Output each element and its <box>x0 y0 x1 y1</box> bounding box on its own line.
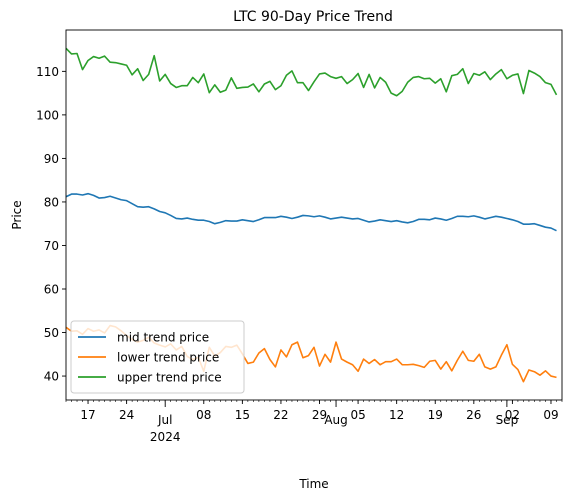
chart-title: LTC 90-Day Price Trend <box>233 9 393 25</box>
y-tick-label: 80 <box>44 195 59 209</box>
x-axis-label: Time <box>298 477 328 491</box>
x-tick-label: 02 <box>505 408 520 422</box>
series-line-0 <box>65 192 557 232</box>
x-tick-label: 19 <box>428 408 443 422</box>
y-tick-label: 70 <box>44 239 59 253</box>
plot-frame <box>65 29 563 401</box>
x-tick-label: 12 <box>389 408 404 422</box>
y-axis-label: Price <box>10 200 24 229</box>
x-tick-label: 15 <box>235 408 250 422</box>
y-tick-label: 100 <box>36 108 59 122</box>
x-tick-label: 17 <box>80 408 95 422</box>
legend-label-1: lower trend price <box>117 351 219 365</box>
series-line-2 <box>65 47 558 97</box>
x-tick-label: 26 <box>466 408 481 422</box>
legend-box <box>70 320 245 394</box>
x-tick-label: 24 <box>119 408 134 422</box>
legend-label-0: mid trend price <box>117 331 209 345</box>
y-axis: 40 50 60 70 80 90 100 110 <box>36 65 66 384</box>
legend: mid trend price lower trend price upper tr… <box>70 320 245 394</box>
x-major-tick-sublabel: 2024 <box>150 430 181 444</box>
x-tick-label: 09 <box>543 408 558 422</box>
legend-label-2: upper trend price <box>117 371 222 385</box>
y-tick-label: 110 <box>36 65 59 79</box>
x-axis: 17 24 08 15 22 29 05 12 19 26 02 09 Jul 2024 Aug Sep <box>65 400 563 444</box>
x-major-tick-label: Jul <box>157 413 172 427</box>
y-tick-label: 60 <box>44 283 59 297</box>
x-major-tick-label: Sep <box>496 413 519 427</box>
y-tick-label: 50 <box>44 326 59 340</box>
y-tick-label: 40 <box>44 370 59 384</box>
y-tick-label: 90 <box>44 152 59 166</box>
x-tick-label: 22 <box>273 408 288 422</box>
x-major-tick-label: Aug <box>324 413 347 427</box>
x-tick-label: 29 <box>312 408 327 422</box>
x-tick-label: 08 <box>196 408 211 422</box>
x-tick-label: 05 <box>350 408 365 422</box>
